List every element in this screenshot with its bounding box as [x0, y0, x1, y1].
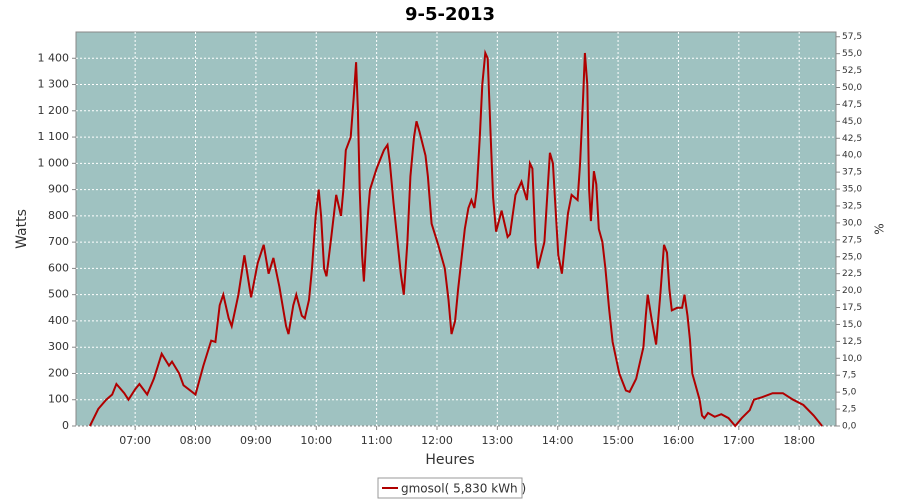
y2-tick-label: 37,5: [842, 168, 862, 178]
y2-tick-label: 47,5: [842, 100, 862, 110]
y-tick-label: 1 100: [38, 130, 70, 143]
y-tick-label: 800: [48, 209, 69, 222]
chart-title: 9-5-2013: [405, 4, 495, 25]
y2-tick-label: 45,0: [842, 117, 862, 127]
x-tick-label: 15:00: [602, 434, 634, 447]
y2-tick-label: 55,0: [842, 49, 862, 59]
x-tick-label: 08:00: [180, 434, 212, 447]
y-tick-label: 100: [48, 393, 69, 406]
y2-tick-label: 12,5: [842, 337, 862, 347]
y2-tick-label: 15,0: [842, 320, 862, 330]
x-tick-label: 09:00: [240, 434, 272, 447]
y2-tick-label: 50,0: [842, 83, 862, 93]
y-tick-label: 900: [48, 183, 69, 196]
x-tick-label: 17:00: [723, 434, 755, 447]
y2-tick-label: 42,5: [842, 134, 862, 144]
y-tick-label: 600: [48, 261, 69, 274]
x-axis-label: Heures: [425, 452, 474, 468]
y-axis-label: Watts: [14, 209, 30, 249]
line-series: [89, 49, 823, 428]
y-tick-label: 1 000: [38, 156, 70, 169]
x-tick-label: 12:00: [421, 434, 453, 447]
y-tick-label: 400: [48, 314, 69, 327]
y2-tick-label: 35,0: [842, 185, 862, 195]
x-tick-label: 13:00: [481, 434, 513, 447]
y2-tick-label: 7,5: [842, 371, 856, 381]
y-tick-label: 1 300: [38, 78, 70, 91]
y-tick-label: 1 200: [38, 104, 70, 117]
y2-tick-label: 57,5: [842, 32, 862, 42]
y2-tick-label: 5,0: [842, 388, 857, 398]
y-tick-label: 1 400: [38, 51, 70, 64]
y2-tick-label: 52,5: [842, 66, 862, 76]
plot-area: [75, 31, 837, 427]
y2-tick-label: 20,0: [842, 286, 862, 296]
x-tick-label: 18:00: [783, 434, 815, 447]
y2-tick-label: 32,5: [842, 201, 862, 211]
y2-tick-label: 17,5: [842, 303, 862, 313]
x-tick-label: 10:00: [300, 434, 332, 447]
y-tick-label: 700: [48, 235, 69, 248]
x-tick-label: 14:00: [542, 434, 574, 447]
y-tick-label: 200: [48, 366, 69, 379]
y2-tick-label: 27,5: [842, 235, 862, 245]
legend-box: [377, 477, 523, 499]
y2-tick-label: 40,0: [842, 151, 862, 161]
y2-tick-label: 22,5: [842, 269, 862, 279]
y2-axis-label: %: [873, 223, 887, 234]
y-tick-label: 500: [48, 288, 69, 301]
y2-tick-label: 10,0: [842, 354, 862, 364]
y2-tick-label: 2,5: [842, 405, 856, 415]
x-tick-label: 16:00: [663, 434, 695, 447]
legend-label: gmosol( 5,830 kWh ): [401, 482, 526, 496]
x-tick-label: 11:00: [361, 434, 393, 447]
y2-tick-label: 30,0: [842, 218, 862, 228]
y2-tick-label: 0,0: [842, 422, 857, 432]
y2-tick-label: 25,0: [842, 252, 862, 262]
y-tick-label: 0: [62, 419, 69, 432]
x-tick-label: 07:00: [119, 434, 151, 447]
y-tick-label: 300: [48, 340, 69, 353]
